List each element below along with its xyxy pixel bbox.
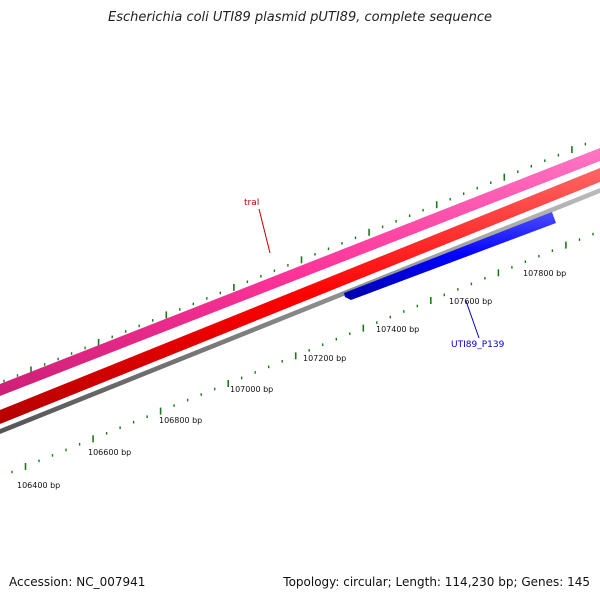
outer-tick-track (3, 142, 587, 383)
scale-label: 107800 bp (523, 269, 566, 278)
scale-label: 107400 bp (376, 325, 419, 334)
accession-text: Accession: NC_007941 (9, 575, 146, 589)
gene-feature-uti89-p139 (344, 212, 556, 300)
gene-label-trai: traI (244, 198, 259, 208)
sequence-summary: Topology: circular; Length: 114,230 bp; … (283, 575, 590, 589)
scale-label: 107000 bp (230, 385, 273, 394)
scale-label: 106800 bp (159, 416, 202, 425)
backbone-line (0, 188, 600, 434)
scale-label: 107200 bp (303, 354, 346, 363)
scale-label: 106600 bp (88, 448, 131, 457)
map-title: Escherichia coli UTI89 plasmid pUTI89, c… (108, 10, 492, 25)
gene-label-uti89-p139: UTI89_P139 (451, 340, 505, 350)
scale-label: 107600 bp (449, 297, 492, 306)
inner-tick-track (11, 232, 594, 474)
gene-callout-line-uti89-p139 (465, 300, 480, 339)
scale-label: 106400 bp (17, 481, 60, 490)
outer-feature-band (0, 148, 600, 396)
middle-feature-band (0, 168, 600, 424)
gene-callout-line-trai (258, 208, 271, 254)
